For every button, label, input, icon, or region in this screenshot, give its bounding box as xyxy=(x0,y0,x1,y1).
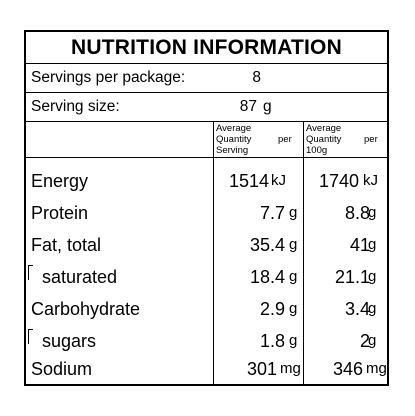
column-divider-serving xyxy=(213,121,214,384)
header-per-serving-per: per xyxy=(278,134,292,145)
serving-size-row: Serving size: 87 g xyxy=(26,92,387,122)
nutrient-per-serving: 35.4 xyxy=(249,235,285,255)
nutrient-row-fat-total: Fat, total 35.4 g 41 g xyxy=(26,229,387,261)
servings-row: Servings per package: 8 xyxy=(26,63,387,93)
nutrient-per-serving-unit: g xyxy=(289,236,298,253)
nutrient-name: sugars xyxy=(42,331,97,351)
nutrient-name: Sodium xyxy=(31,359,93,379)
column-header-row: Average Quantity per Serving Average Qua… xyxy=(26,121,387,158)
nutrient-per-100g-unit: g xyxy=(368,300,377,317)
header-per-100g-line1: Average xyxy=(306,123,342,134)
header-per-100g-per: per xyxy=(364,134,378,145)
column-divider-100g xyxy=(303,121,304,384)
header-per-serving: Average Quantity per Serving xyxy=(216,123,296,156)
header-per-serving-line2: Quantity xyxy=(216,134,252,145)
header-per-serving-line3: Serving xyxy=(216,145,249,156)
nutrient-per-100g-unit: mg xyxy=(366,360,387,377)
nutrient-row-sugars: sugars 1.8 g 2 g xyxy=(26,325,387,357)
header-per-100g: Average Quantity per 100g xyxy=(306,123,386,156)
nutrient-per-100g-unit: g xyxy=(368,236,377,253)
nutrient-per-serving-unit: g xyxy=(289,332,298,349)
nutrient-name: Protein xyxy=(31,203,89,223)
nutrient-per-100g: 41 xyxy=(349,235,370,255)
sub-indent-mark xyxy=(28,265,33,280)
nutrient-per-serving-unit: g xyxy=(289,268,298,285)
nutrient-row-carbohydrate: Carbohydrate 2.9 g 3.4 g xyxy=(26,293,387,325)
nutrient-per-serving: 1.8 xyxy=(259,331,285,351)
header-per-100g-line3: 100g xyxy=(306,145,328,156)
nutrient-per-100g-unit: g xyxy=(368,204,377,221)
nutrient-per-serving-unit: kJ xyxy=(271,172,286,189)
serving-size-label: Serving size: xyxy=(31,98,120,115)
nutrient-per-serving: 18.4 xyxy=(249,267,285,287)
nutrient-name: Energy xyxy=(31,171,89,191)
nutrient-per-serving-unit: mg xyxy=(280,360,301,377)
panel-title: NUTRITION INFORMATION xyxy=(71,36,342,59)
nutrition-panel: NUTRITION INFORMATION Servings per packa… xyxy=(24,30,389,386)
header-per-serving-line1: Average xyxy=(216,123,252,134)
nutrient-per-100g-unit: g xyxy=(368,268,377,285)
nutrient-per-100g-unit: g xyxy=(368,332,377,349)
servings-value: 8 xyxy=(252,69,261,86)
nutrient-per-100g: 2 xyxy=(359,331,370,351)
nutrient-per-serving: 2.9 xyxy=(259,299,285,319)
nutrient-name: saturated xyxy=(42,267,118,287)
nutrient-row-energy: Energy 1514 kJ 1740 kJ xyxy=(26,165,387,197)
serving-size-unit: g xyxy=(263,98,272,115)
nutrient-per-100g: 8.8 xyxy=(344,203,370,223)
servings-label: Servings per package: xyxy=(31,69,186,86)
nutrient-per-100g: 3.4 xyxy=(344,299,370,319)
nutrient-name: Fat, total xyxy=(31,235,102,255)
nutrient-per-serving: 1514 xyxy=(228,171,269,191)
nutrient-per-100g: 21.1 xyxy=(334,267,370,287)
nutrient-per-serving: 301 xyxy=(246,359,277,379)
header-per-100g-line2: Quantity xyxy=(306,134,342,145)
sub-indent-mark xyxy=(28,329,33,344)
nutrient-row-sodium: Sodium 301 mg 346 mg xyxy=(26,353,387,385)
nutrient-name: Carbohydrate xyxy=(31,299,141,319)
nutrient-per-100g: 1740 xyxy=(318,171,359,191)
nutrient-per-100g-unit: kJ xyxy=(363,172,378,189)
nutrient-per-serving: 7.7 xyxy=(259,203,285,223)
nutrient-row-saturated: saturated 18.4 g 21.1 g xyxy=(26,261,387,293)
nutrient-per-serving-unit: g xyxy=(289,300,298,317)
nutrient-row-protein: Protein 7.7 g 8.8 g xyxy=(26,197,387,229)
nutrient-per-100g: 346 xyxy=(332,359,363,379)
nutrient-per-serving-unit: g xyxy=(289,204,298,221)
serving-size-value: 87 xyxy=(239,98,257,115)
